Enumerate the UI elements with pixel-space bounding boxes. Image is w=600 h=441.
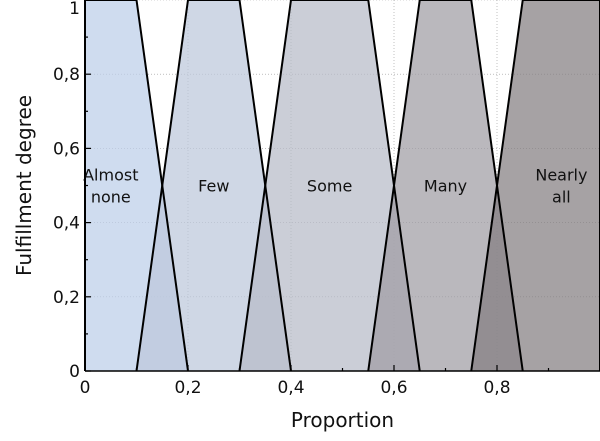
- x-tick-label: 0,2: [174, 378, 201, 398]
- y-axis-title: Fulfillment degree: [12, 95, 36, 276]
- y-tick-label: 0,6: [53, 139, 80, 159]
- y-tick-label: 0,4: [53, 214, 80, 234]
- set-label: none: [91, 188, 131, 207]
- y-tick-label: 0,2: [53, 288, 80, 308]
- set-area-2: [239, 0, 420, 371]
- y-tick-label: 0: [69, 362, 80, 382]
- set-label: Some: [307, 177, 352, 196]
- set-label: Many: [424, 177, 467, 196]
- set-label: all: [552, 188, 571, 207]
- axes: 0 0,2 0,4 0,6 0,8 0 0,2 0,4 0,6 0,8 1: [53, 0, 600, 398]
- set-label: Almost: [83, 166, 138, 185]
- set-label: Nearly: [535, 166, 587, 185]
- set-labels: Almost none Few Some Many Nearly all: [83, 166, 587, 207]
- y-tick-label: 1: [69, 0, 80, 19]
- x-tick-label: 0,8: [483, 378, 510, 398]
- fuzzy-sets: [84, 0, 600, 372]
- x-tick-label: 0,4: [277, 378, 304, 398]
- x-tick-label: 0,6: [380, 378, 407, 398]
- set-outline-4: [470, 0, 600, 372]
- x-axis-title: Proportion: [291, 408, 394, 432]
- x-tick-label: 0: [80, 378, 91, 398]
- set-area-4: [471, 0, 600, 371]
- set-label: Few: [198, 177, 229, 196]
- y-tick-label: 0,8: [53, 65, 80, 85]
